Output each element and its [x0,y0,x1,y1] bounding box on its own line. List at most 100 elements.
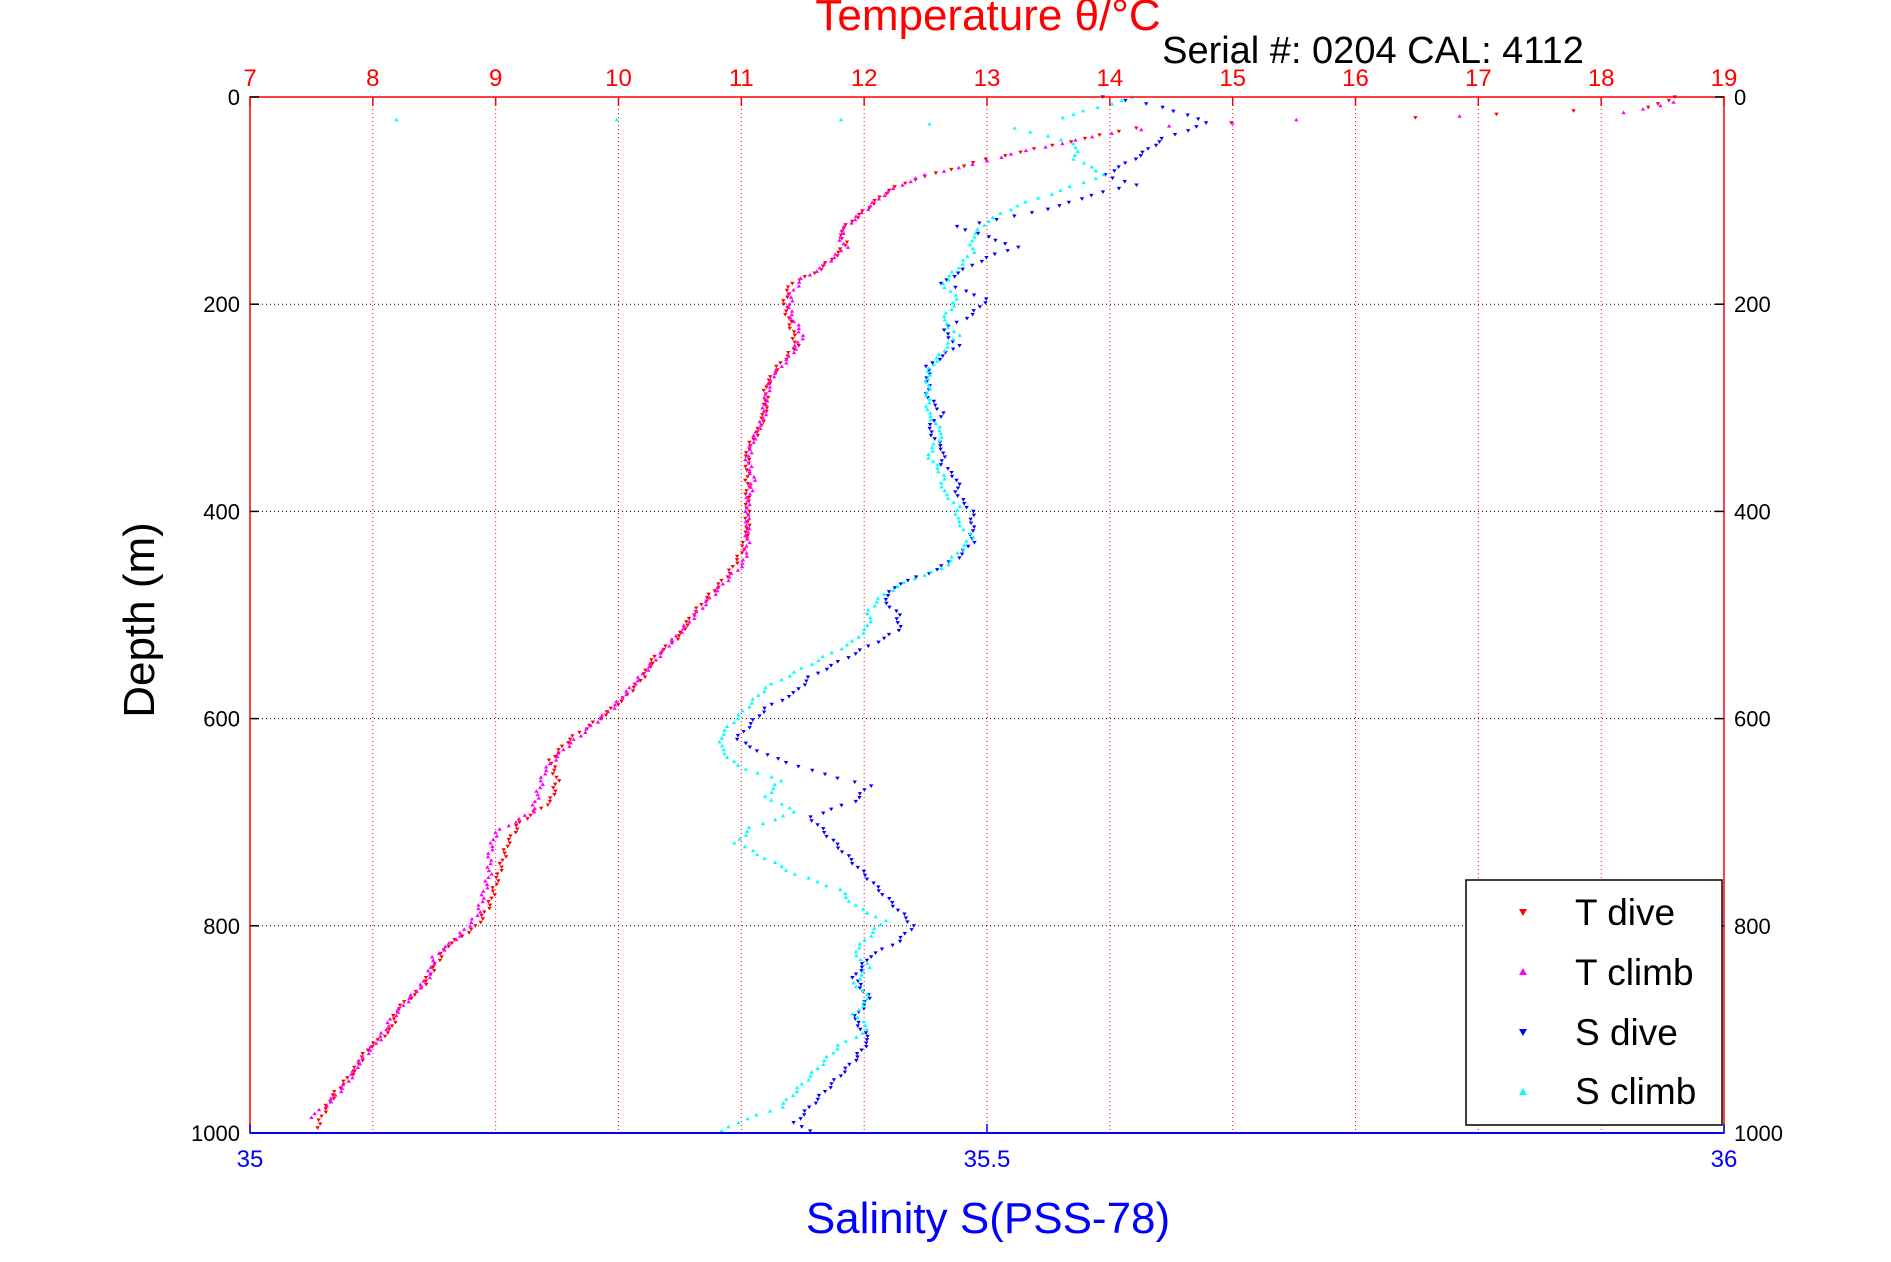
data-point [952,274,957,279]
data-point [807,272,813,277]
data-point [934,355,939,360]
tick-label-temp-18: 18 [1588,65,1615,92]
data-point [704,596,710,600]
data-point [360,1051,365,1056]
data-point [773,817,778,822]
data-point [967,242,973,247]
data-point [538,806,544,811]
data-point [454,937,459,942]
data-point [972,250,977,254]
data-point [950,300,956,305]
data-point [790,337,795,341]
data-point [778,361,783,365]
data-point [427,975,433,980]
data-point [950,340,955,344]
data-point [686,616,692,621]
data-point [871,881,876,886]
data-point [824,883,829,888]
tick-label-depth-right-800: 800 [1734,914,1771,939]
data-point [753,429,758,434]
data-point [949,474,955,479]
data-point [839,850,845,854]
data-point [740,561,745,565]
legend-entry-t-dive: T dive [1519,892,1675,933]
tick-label-temp-15: 15 [1219,65,1246,92]
data-point [515,827,520,832]
data-point [863,1023,868,1028]
data-point [816,1093,822,1098]
data-point [843,895,849,899]
data-point [484,882,490,886]
data-point [743,833,749,837]
data-point [933,171,939,175]
data-point [938,281,944,286]
data-point [816,658,821,662]
data-point [835,846,841,851]
data-point [500,858,505,863]
data-point [763,391,768,396]
data-point [501,848,506,852]
data-point [824,834,829,839]
data-point [1413,116,1418,120]
data-point [894,617,899,621]
data-point [783,761,789,765]
data-point [721,732,727,736]
data-point [762,706,767,711]
data-point [843,1039,848,1043]
data-point [961,527,966,532]
data-point [414,989,419,994]
data-point [681,626,686,631]
data-point [735,716,741,721]
data-point [783,868,789,872]
data-point [530,802,535,807]
data-point [968,521,974,526]
data-point [763,412,769,417]
data-point [743,516,748,521]
data-point [1116,129,1122,134]
data-point [503,855,509,859]
data-point [487,906,492,911]
data-point [867,996,872,1001]
data-point [853,799,859,804]
data-point [771,786,776,791]
data-point [331,1096,337,1101]
data-point [749,464,754,469]
data-point [983,301,988,305]
tick-label-temp-8: 8 [366,65,379,92]
data-point [855,1015,860,1020]
data-point [877,195,882,200]
data-point [850,862,855,866]
data-point [822,772,828,777]
data-point [785,285,791,289]
data-point [859,965,865,970]
data-point [385,1031,391,1035]
data-point [821,827,826,831]
data-point [938,415,944,419]
data-point [795,340,801,344]
data-point [624,688,629,693]
data-point [934,407,940,412]
data-point [736,1120,741,1125]
data-point [971,309,976,313]
data-point [945,332,951,336]
data-point [944,321,950,326]
data-point [744,523,749,527]
data-point [941,451,946,456]
data-point [493,830,498,835]
data-point [880,893,885,897]
legend-marker-t-climb [1519,968,1527,975]
data-point [550,772,556,776]
data-point [532,809,537,814]
data-point [900,183,905,187]
data-point [638,679,643,683]
data-point [481,889,486,893]
data-point [964,289,969,294]
data-point [763,685,768,690]
data-point [743,457,748,462]
data-point [552,792,557,797]
data-point [561,747,566,752]
data-point [765,395,771,400]
data-point [835,842,840,847]
data-point [926,455,931,460]
data-point [703,602,709,607]
